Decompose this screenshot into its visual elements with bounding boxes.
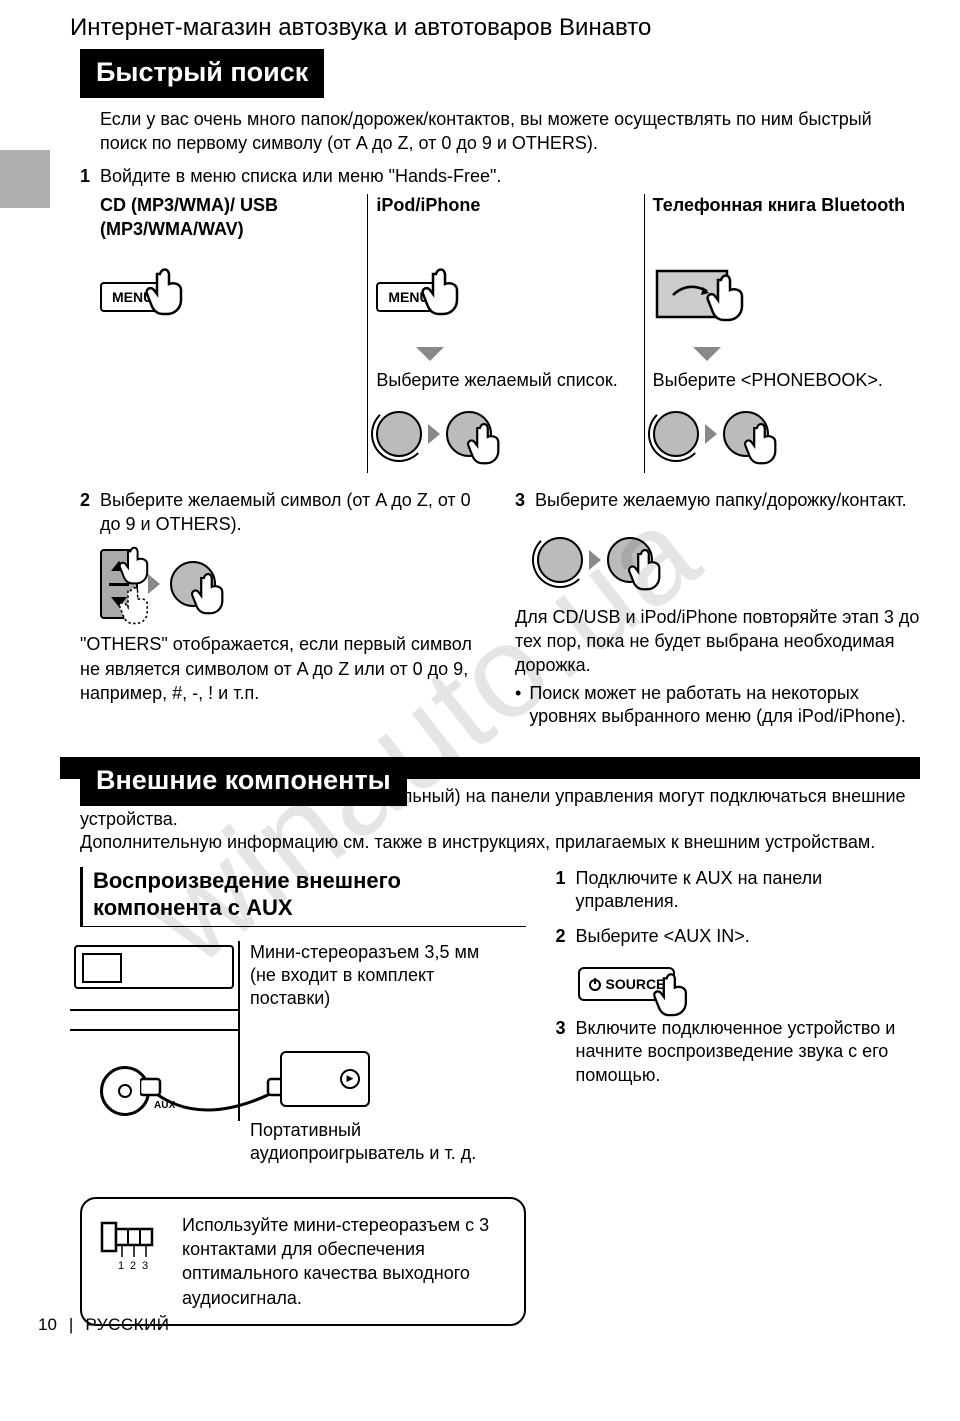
- power-icon: [588, 977, 602, 991]
- press-hand-icon: [418, 266, 468, 316]
- step3-bullet-text: Поиск может не работать на некоторых уро…: [529, 682, 920, 729]
- step3-text: Выберите желаемую папку/дорожку/контакт.: [535, 489, 907, 512]
- step1-num: 1: [80, 165, 100, 188]
- jack-label: Мини-стереоразъем 3,5 мм (не входит в ко…: [250, 941, 480, 1011]
- aux-step3-text: Включите подключенное устройство и начни…: [576, 1017, 921, 1087]
- aux-step2-num: 2: [556, 925, 576, 948]
- aux-step2-text: Выберите <AUX IN>.: [576, 925, 750, 948]
- step3-num: 3: [515, 489, 535, 512]
- col3-touch-diagram: [653, 254, 920, 339]
- footer-language: РУССКИЙ: [85, 1314, 169, 1336]
- bullet-icon: •: [515, 682, 521, 729]
- col3-heading: Телефонная книга Bluetooth: [653, 194, 920, 244]
- col1-heading: CD (MP3/WMA)/ USB (MP3/WMA/WAV): [100, 194, 367, 244]
- tip-text: Используйте мини-стереоразъем с 3 контак…: [182, 1213, 508, 1310]
- svg-text:3: 3: [142, 1260, 148, 1272]
- press-hand-icon: [650, 971, 696, 1017]
- press-hand-dashed-icon: [116, 585, 156, 625]
- press-hand-icon: [741, 421, 785, 465]
- step2-text: Выберите желаемый символ (от A до Z, от …: [100, 489, 485, 536]
- section1-heading: Быстрый поиск: [80, 49, 324, 98]
- col2-dial-diagram: [376, 399, 643, 469]
- right-arrow-icon: [589, 550, 601, 570]
- step1-text: Войдите в меню списка или меню "Hands-Fr…: [100, 165, 501, 188]
- aux-step3-num: 3: [556, 1017, 576, 1087]
- three-column-group: CD (MP3/WMA)/ USB (MP3/WMA/WAV) MENU iPo…: [60, 194, 920, 473]
- right-arrow-icon: [428, 424, 440, 444]
- stereo-plug-icon: 1 2 3: [98, 1213, 162, 1289]
- svg-text:1: 1: [118, 1260, 124, 1272]
- site-title: Интернет-магазин автозвука и автотоваров…: [60, 10, 920, 49]
- page-footer: 10 | РУССКИЙ: [38, 1314, 170, 1336]
- page-side-tab: [0, 150, 50, 208]
- down-arrow-icon: [693, 347, 721, 361]
- press-hand-icon: [703, 272, 753, 322]
- aux-step1-num: 1: [556, 867, 576, 914]
- press-hand-icon: [116, 545, 156, 585]
- svg-text:2: 2: [130, 1260, 136, 1272]
- section2-intro-l2: Дополнительную информацию см. также в ин…: [80, 832, 875, 852]
- tip-box: 1 2 3 Используйте мини-стереоразъем с 3 …: [80, 1197, 526, 1326]
- col1-menu-diagram: MENU: [100, 254, 367, 339]
- step3-dial-diagram: [537, 525, 920, 595]
- press-hand-icon: [625, 547, 669, 591]
- press-hand-icon: [188, 571, 232, 615]
- step2-num: 2: [80, 489, 100, 536]
- aux-step1-text: Подключите к AUX на панели управления.: [576, 867, 921, 914]
- col2-menu-diagram: MENU: [376, 254, 643, 339]
- section1-intro: Если у вас очень много папок/дорожек/кон…: [60, 98, 920, 163]
- aux-connection-diagram: AUX Мини-стереоразъем 3,5 мм (не входит …: [80, 941, 526, 1141]
- col2-instruction: Выберите желаемый список.: [376, 369, 643, 392]
- aux-subheading: Воспроизведение внешнего компонента с AU…: [80, 867, 526, 927]
- footer-separator: |: [69, 1314, 73, 1336]
- press-hand-icon: [464, 421, 508, 465]
- step2-note: "OTHERS" отображается, если первый симво…: [80, 632, 485, 705]
- press-hand-icon: [142, 266, 192, 316]
- down-arrow-icon: [416, 347, 444, 361]
- step3-repeat-note: Для CD/USB и iPod/iPhone повторяйте этап…: [515, 605, 920, 678]
- col2-heading: iPod/iPhone: [376, 194, 643, 244]
- col3-instruction: Выберите <PHONEBOOK>.: [653, 369, 920, 392]
- page-number: 10: [38, 1314, 57, 1336]
- step2-updown-diagram: [100, 548, 485, 620]
- right-arrow-icon: [705, 424, 717, 444]
- col3-dial-diagram: [653, 399, 920, 469]
- player-label: Портативный аудиопроигрыватель и т. д.: [250, 1119, 490, 1166]
- portable-player-icon: ▶: [280, 1051, 370, 1107]
- section2-heading: Внешние компоненты: [80, 757, 407, 806]
